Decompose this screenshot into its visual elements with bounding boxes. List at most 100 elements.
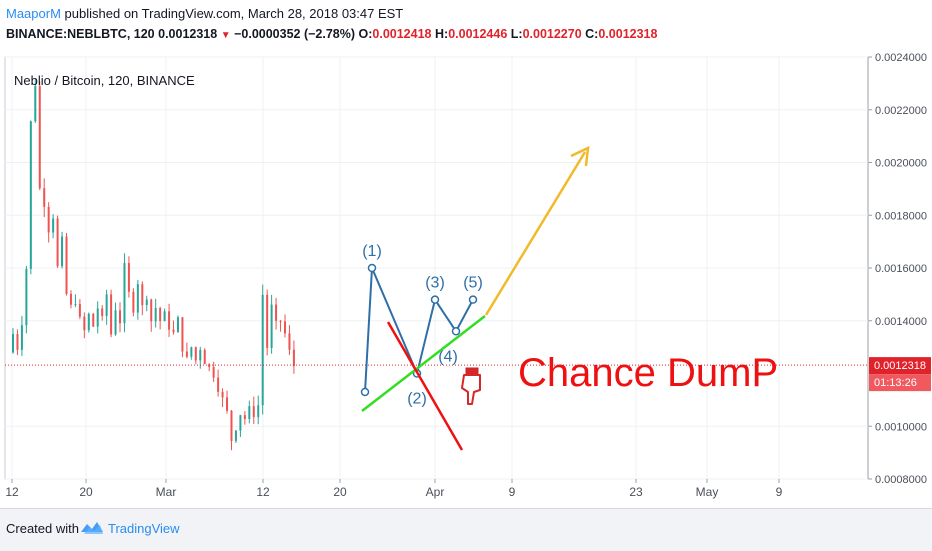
candle-body	[212, 366, 215, 378]
candle-body	[275, 304, 278, 321]
candle-body	[172, 329, 175, 333]
candle-body	[101, 308, 104, 316]
low-value: 0.0012270	[522, 27, 582, 41]
tradingview-logo-icon[interactable]	[80, 518, 104, 538]
countdown-label: 01:13:26	[874, 377, 917, 389]
breakdown-line	[386, 321, 464, 451]
price-axis[interactable]: 0.0024000 0.0022000 0.0020000 0.0018000 0.00…	[868, 52, 931, 486]
chance-dump-annotation: Chance DumP	[518, 351, 778, 395]
price-tick-label: 0.0018000	[875, 210, 927, 222]
candle-body	[168, 311, 171, 330]
price-tick-label: 0.0008000	[875, 474, 927, 486]
candle-body	[29, 121, 32, 269]
candle-body	[38, 86, 41, 189]
candle-body	[12, 334, 14, 353]
hand-shape	[461, 374, 481, 405]
created-with-text: Created with	[6, 521, 79, 536]
price-tick-label: 0.0024000	[875, 52, 927, 64]
publish-info: MaaporM published on TradingView.com, Ma…	[6, 6, 403, 21]
wave-point	[360, 387, 370, 397]
candle-body	[154, 308, 157, 322]
candle-body	[261, 294, 264, 406]
candle-body	[217, 377, 220, 392]
price-change: −0.0000352 (−2.78%)	[234, 27, 356, 41]
wave-label: (4)	[438, 348, 458, 365]
candle-body	[190, 347, 193, 357]
hand-cuff	[465, 367, 479, 375]
candle-body	[92, 313, 95, 327]
candle-body	[105, 294, 108, 316]
candle-body	[176, 317, 179, 333]
close-label: C:	[585, 27, 599, 41]
target-arrow-line	[484, 151, 587, 316]
candle-body	[136, 284, 139, 313]
candle-body	[252, 406, 255, 418]
candle-body	[163, 311, 166, 322]
candle-body	[52, 218, 55, 233]
publish-text: published on TradingView.com, March 28, …	[64, 6, 404, 21]
candle-body	[61, 236, 64, 267]
open-label: O:	[358, 27, 373, 41]
candle-body	[145, 299, 148, 306]
wave-point	[468, 295, 478, 304]
time-tick-label: 9	[509, 485, 516, 499]
candle-body	[181, 317, 184, 352]
time-tick-label: 20	[79, 485, 93, 499]
time-tick-label: 9	[776, 485, 783, 499]
price-tick-label: 0.0022000	[875, 105, 927, 117]
high-label: H:	[434, 27, 449, 41]
time-tick-label: 12	[5, 485, 19, 499]
time-axis[interactable]: 12 20 Mar 12 20 Apr 9 23 May 9	[5, 479, 783, 499]
candle-body	[47, 206, 50, 233]
candle-body	[34, 86, 37, 122]
candle-body	[127, 263, 130, 292]
wave-label: (2)	[407, 391, 427, 408]
price-tick-label: 0.0016000	[875, 263, 927, 275]
symbol-label: BINANCE:NEBLBTC, 120	[6, 27, 155, 41]
time-tick-label: Apr	[426, 485, 445, 499]
candle-body	[65, 236, 68, 294]
footer: Created with TradingView	[0, 508, 932, 551]
candle-body	[279, 320, 282, 322]
elliott-wave-line	[364, 267, 474, 393]
candle-body	[234, 430, 237, 441]
candle-body	[87, 313, 90, 331]
last-price-badge	[869, 357, 931, 375]
drawings: (1) (2) (3) (4) (5) Chance DumP	[5, 145, 868, 451]
candle-body	[243, 415, 246, 419]
candle-body	[283, 321, 286, 334]
time-tick-label: 12	[256, 485, 270, 499]
last-price-label: 0.0012318	[874, 360, 926, 372]
candle-body	[110, 294, 113, 335]
candle-body	[69, 293, 72, 305]
time-tick-label: 23	[629, 485, 643, 499]
time-tick-label: Mar	[156, 485, 177, 499]
candle-body	[141, 284, 144, 306]
candle-body	[74, 304, 77, 306]
wave-label: (5)	[463, 275, 483, 292]
candle-body	[114, 310, 117, 335]
candle-body	[150, 299, 153, 322]
candle-body	[292, 349, 295, 367]
candle-body	[270, 304, 273, 349]
candles	[12, 79, 295, 451]
last-price: 0.0012318	[158, 27, 218, 41]
chart-title: Neblio / Bitcoin, 120, BINANCE	[14, 73, 195, 88]
support-trendline	[361, 315, 486, 412]
open-value: 0.0012418	[372, 27, 432, 41]
candle-body	[239, 415, 242, 431]
candle-body	[257, 405, 260, 418]
candle-body	[203, 349, 206, 365]
candle-body	[185, 351, 188, 357]
candle-body	[132, 291, 135, 313]
author-link[interactable]: MaaporM	[6, 6, 61, 21]
candle-body	[123, 263, 126, 324]
price-chart[interactable]: (1)(2)(3)(4)(5)Chance DumP 0.00240000.00…	[0, 0, 932, 508]
tradingview-link[interactable]: TradingView	[108, 521, 180, 536]
wave-label: (3)	[425, 275, 445, 292]
wave-point	[430, 295, 440, 304]
candle-body	[199, 349, 202, 361]
time-tick-label: 20	[333, 485, 347, 499]
time-tick-label: May	[696, 485, 719, 499]
candle-body	[83, 316, 86, 331]
